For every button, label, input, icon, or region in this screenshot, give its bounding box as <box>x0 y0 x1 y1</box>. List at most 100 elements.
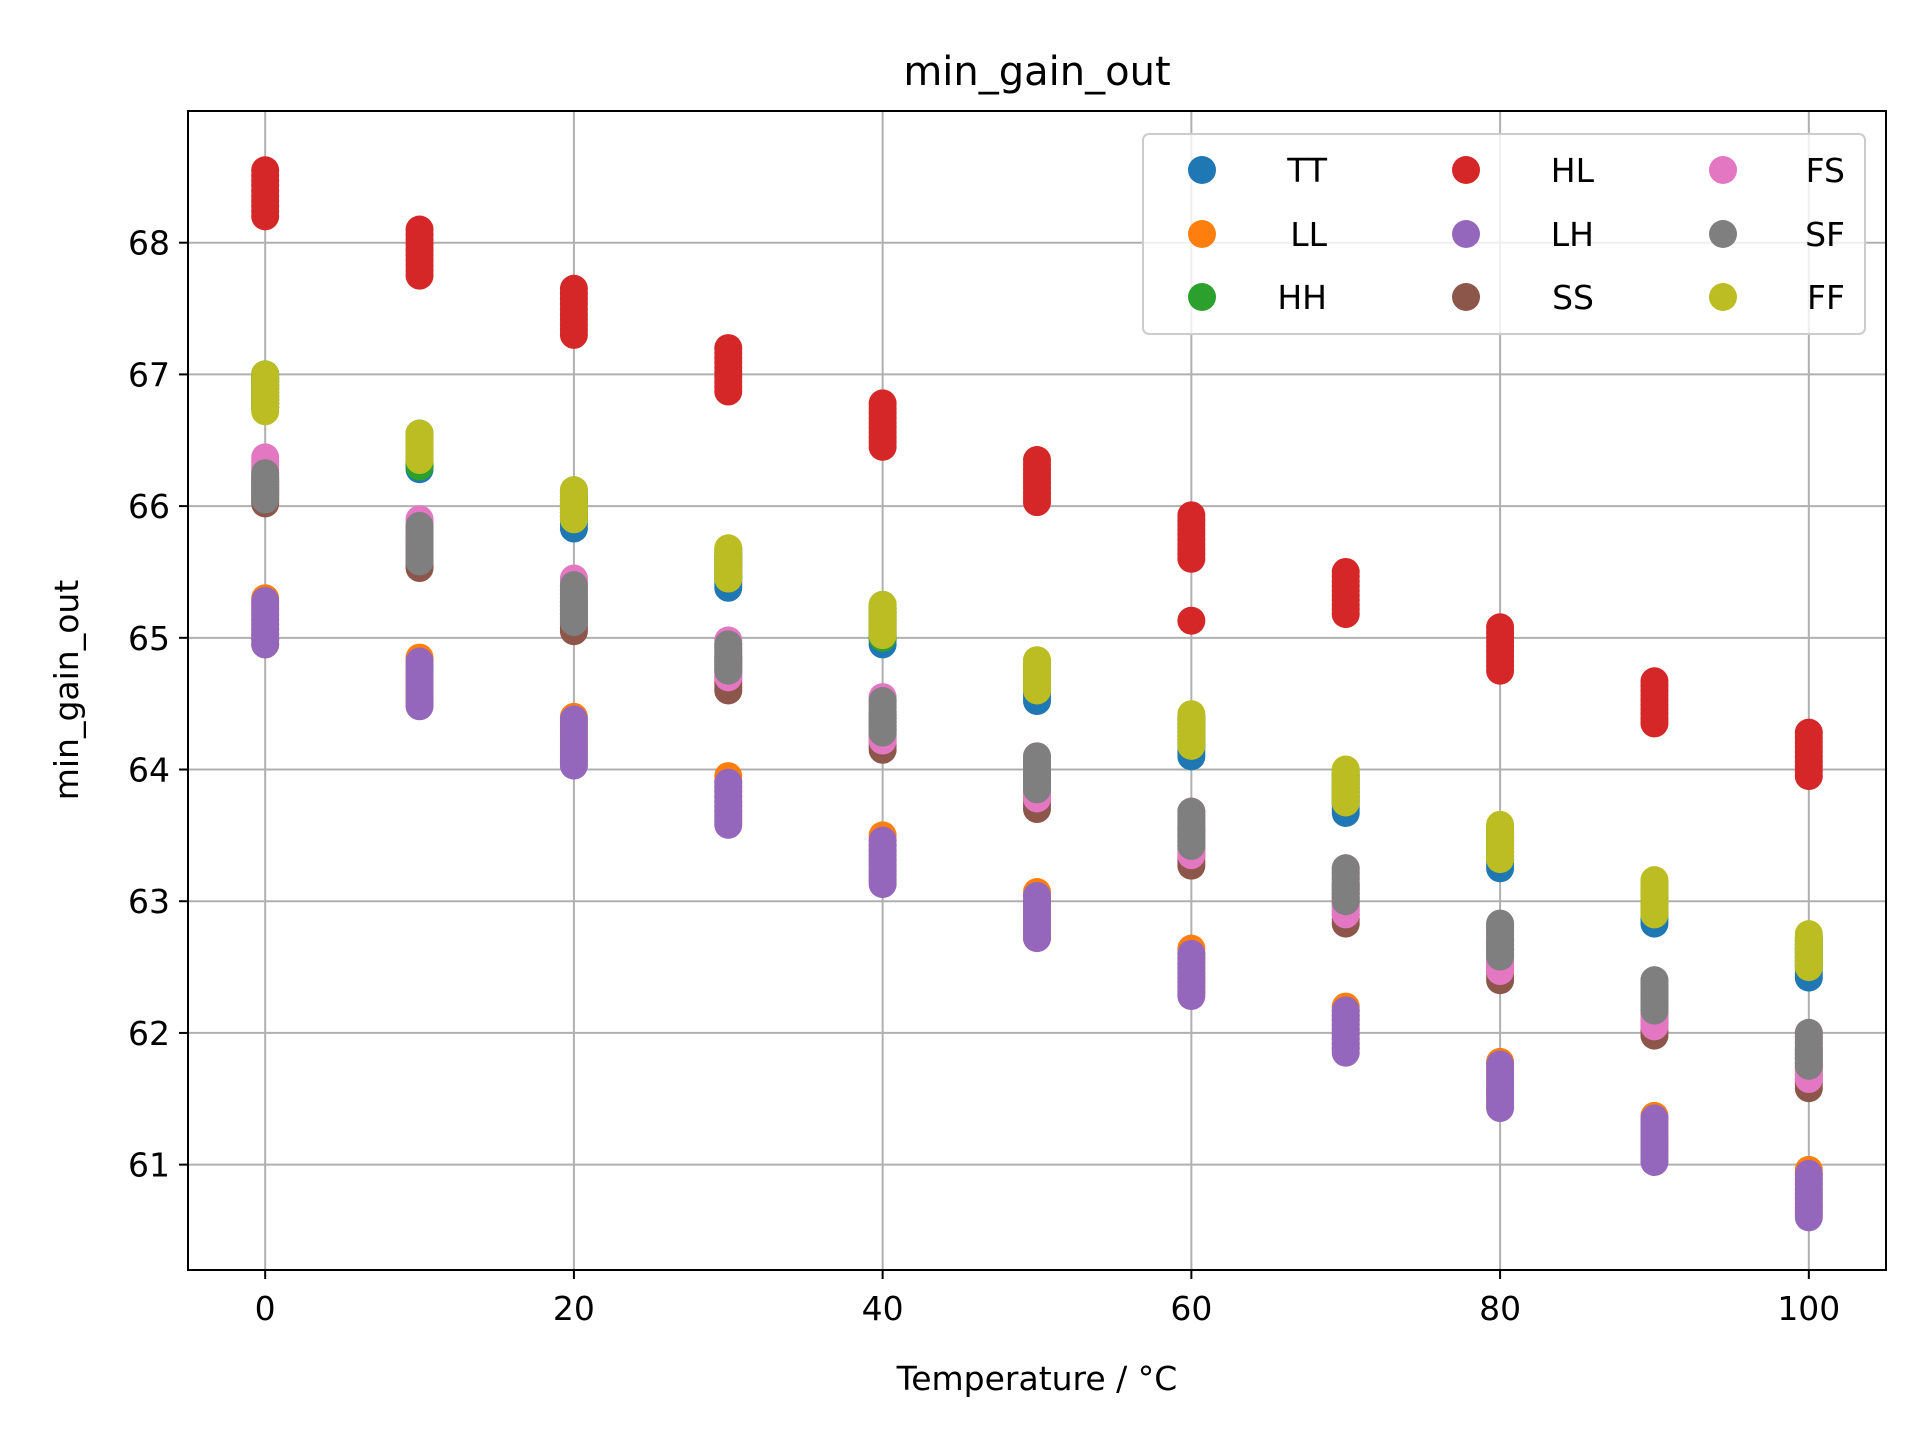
legend-label: HL <box>1551 151 1595 190</box>
data-point <box>1486 810 1515 839</box>
data-point <box>1640 866 1669 895</box>
y-axis: 61 62 63 64 65 66 67 68 <box>128 224 188 1185</box>
data-point <box>1486 1050 1515 1079</box>
legend-label: HH <box>1277 278 1327 317</box>
legend-marker <box>1709 283 1737 311</box>
y-tick-label: 64 <box>128 751 170 790</box>
series-FF <box>251 360 1823 982</box>
data-point <box>251 459 280 488</box>
data-point <box>868 389 897 418</box>
y-tick-label: 63 <box>128 882 170 921</box>
plot-frame <box>187 110 1887 1271</box>
data-point <box>559 274 588 303</box>
legend-label: FF <box>1807 278 1845 317</box>
data-point <box>251 586 280 615</box>
legend-marker <box>1188 283 1216 311</box>
y-tick-label: 61 <box>128 1146 170 1185</box>
data-point <box>1331 755 1360 784</box>
data-point <box>714 534 743 563</box>
data-point <box>251 360 280 389</box>
data-point <box>1486 613 1515 642</box>
x-tick-label: 20 <box>553 1289 595 1328</box>
data-point <box>1794 1018 1823 1047</box>
data-point <box>1794 1159 1823 1188</box>
y-tick-label: 62 <box>128 1014 170 1053</box>
data-point <box>1177 700 1206 729</box>
data-point <box>868 687 897 716</box>
legend-label: SF <box>1805 215 1845 254</box>
data-point <box>868 826 897 855</box>
data-point <box>1023 742 1051 771</box>
data-point <box>1023 881 1051 910</box>
y-tick-label: 65 <box>128 619 170 658</box>
legend-marker <box>1452 283 1480 311</box>
legend-marker <box>1709 220 1737 248</box>
data-point <box>1794 920 1823 949</box>
data-point <box>868 590 897 619</box>
data-point <box>559 476 588 505</box>
legend-entry-HH: HH <box>1188 278 1327 317</box>
legend-marker <box>1452 220 1480 248</box>
data-point <box>714 334 743 363</box>
data-point <box>1177 501 1206 530</box>
legend-marker <box>1452 156 1480 184</box>
data-point <box>251 156 280 185</box>
legend-label: LL <box>1290 215 1327 254</box>
legend-label: LH <box>1551 215 1594 254</box>
data-point <box>1640 966 1669 995</box>
data-point <box>559 571 588 600</box>
legend-marker <box>1188 156 1216 184</box>
chart-title: min_gain_out <box>903 49 1170 95</box>
data-point <box>405 419 434 448</box>
data-point <box>1331 557 1360 586</box>
data-point <box>405 647 434 676</box>
x-tick-label: 80 <box>1479 1289 1521 1328</box>
legend-entry-LL: LL <box>1188 215 1328 254</box>
data-point <box>1177 797 1206 826</box>
x-tick-label: 40 <box>862 1289 904 1328</box>
series-LH <box>251 586 1823 1232</box>
legend-entry-LH: LH <box>1452 215 1594 254</box>
x-tick-label: 0 <box>255 1289 276 1328</box>
data-point <box>1177 939 1206 968</box>
data-point <box>405 215 434 244</box>
legend-label: SS <box>1552 278 1594 317</box>
data-points <box>251 156 1823 1232</box>
y-tick-label: 68 <box>128 224 170 263</box>
legend-box <box>1142 133 1866 335</box>
data-point <box>405 511 434 540</box>
data-point <box>1486 909 1515 938</box>
data-point <box>1640 667 1669 696</box>
x-axis-label: Temperature / °C <box>896 1359 1178 1398</box>
data-point <box>1640 1104 1669 1133</box>
x-tick-label: 100 <box>1777 1289 1840 1328</box>
data-point <box>1177 606 1206 635</box>
legend-label: TT <box>1286 151 1328 190</box>
y-axis-label: min_gain_out <box>47 580 86 801</box>
data-point <box>1023 446 1051 475</box>
legend-entry-FF: FF <box>1709 278 1845 317</box>
legend-entry-FS: FS <box>1709 151 1845 190</box>
legend-entry-SF: SF <box>1709 215 1845 254</box>
data-point <box>1794 718 1823 747</box>
legend-label: FS <box>1806 151 1845 190</box>
data-point <box>1331 854 1360 883</box>
y-tick-label: 66 <box>128 487 170 526</box>
x-axis: 0 20 40 60 80 100 <box>255 1270 1840 1328</box>
legend-entry-TT: TT <box>1188 151 1328 190</box>
y-tick-label: 67 <box>128 355 170 394</box>
x-tick-label: 60 <box>1170 1289 1212 1328</box>
data-point <box>559 705 588 734</box>
data-point <box>1331 996 1360 1025</box>
series-SF <box>251 459 1823 1080</box>
legend: TT LL HH HL LH SS FS SF FF <box>1142 133 1866 335</box>
legend-entry-HL: HL <box>1452 151 1595 190</box>
data-point <box>714 630 743 659</box>
legend-marker <box>1709 156 1737 184</box>
data-point <box>714 768 743 797</box>
data-point <box>1023 646 1051 675</box>
series-HL <box>251 156 1823 791</box>
legend-entry-SS: SS <box>1452 278 1594 317</box>
legend-marker <box>1188 220 1216 248</box>
